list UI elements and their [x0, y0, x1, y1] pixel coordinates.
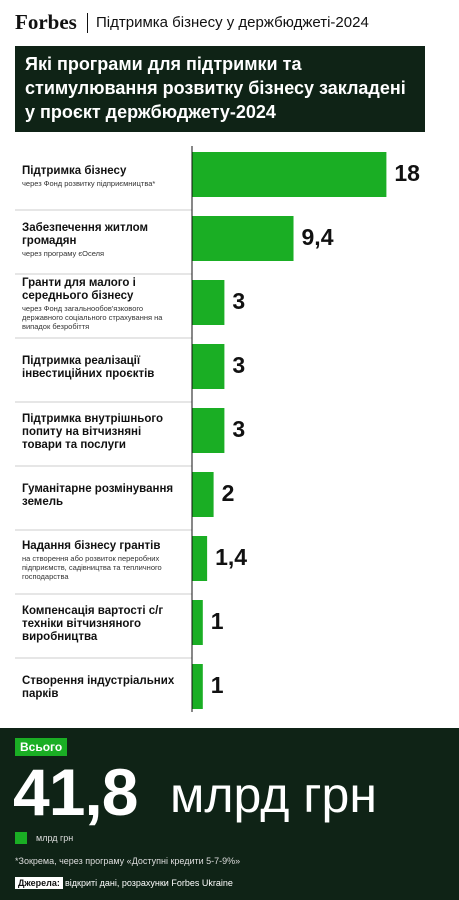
total-value: 41,8: [13, 755, 138, 829]
category-note: через Фонд загальнообов'язкового державн…: [22, 304, 163, 331]
category-label: Підтримка реалізації інвестиційних проєк…: [22, 355, 155, 380]
category-label: Підтримка бізнесу: [22, 164, 127, 177]
value-label: 2: [221, 480, 235, 506]
category: Гранти для малого і середнього бізнесу че…: [22, 277, 182, 331]
value-label: 1: [210, 672, 224, 698]
chart: [15, 146, 387, 712]
category: Створення індустріальних парків: [22, 664, 182, 712]
category: Компенсація вартості с/г техніки вітчизн…: [22, 600, 182, 648]
value-label: 1,4: [215, 544, 248, 570]
category: Гуманітарне розмінування земель: [22, 472, 182, 520]
total-badge: Всього: [15, 738, 68, 756]
value-label: 3: [232, 416, 246, 442]
category-label: Підтримка внутрішнього попиту на вітчизн…: [22, 412, 164, 451]
total-panel: [0, 728, 459, 900]
bar: [192, 344, 225, 389]
category-label: Компенсація вартості с/г техніки вітчизн…: [22, 604, 164, 643]
bar: [192, 472, 214, 517]
value-label: 3: [232, 288, 246, 314]
bar: [192, 536, 208, 581]
header: Підтримка бізнесу у держбюджеті-2024: [96, 14, 369, 31]
category-note: через програму єОселя: [22, 249, 105, 258]
category: Надання бізнесу грантів на створення або …: [22, 536, 182, 584]
bar: [192, 408, 225, 453]
legend-label: млрд грн: [36, 833, 74, 843]
category-note: через Фонд розвитку підприємництва*: [22, 178, 156, 188]
bar: [192, 664, 203, 709]
category: Забезпечення житлом громадян через програ…: [22, 216, 182, 264]
value-label: 18: [394, 160, 420, 186]
category: Підтримка внутрішнього попиту на вітчизн…: [22, 408, 182, 456]
chart-title: Які програми для підтримки та стимулюван…: [15, 46, 425, 132]
category-label: Гранти для малого і середнього бізнесу: [22, 277, 136, 302]
bar: [192, 600, 203, 645]
category-label: Створення індустріальних парків: [22, 675, 175, 700]
footnote: *Зокрема, через програму «Доступні креди…: [15, 856, 241, 866]
category-label: Забезпечення житлом громадян: [22, 222, 148, 247]
category-note: на створення або розвиток переробних під…: [22, 553, 162, 581]
source-label: Джерела:: [15, 877, 63, 889]
separator: [87, 13, 88, 33]
value-label: 3: [232, 352, 246, 378]
value-label: 1: [210, 608, 224, 634]
category-label: Надання бізнесу грантів: [22, 539, 161, 552]
bar: [192, 152, 387, 197]
value-label: 9,4: [301, 224, 334, 250]
category: Підтримка бізнесу через Фонд розвитку під…: [22, 152, 182, 200]
bar: [192, 280, 225, 325]
source: відкриті дані, розрахунки Forbes Ukraine: [65, 878, 233, 888]
brand: Forbes: [15, 10, 77, 34]
legend-swatch: [15, 832, 27, 844]
bar: [192, 216, 294, 261]
total-unit: млрд грн: [170, 767, 377, 823]
category-label: Гуманітарне розмінування земель: [22, 483, 174, 508]
category: Підтримка реалізації інвестиційних проєк…: [22, 344, 182, 392]
